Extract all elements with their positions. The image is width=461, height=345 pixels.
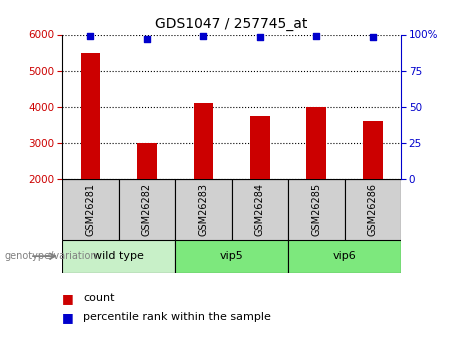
Bar [118,179,175,240]
Text: percentile rank within the sample: percentile rank within the sample [83,313,271,322]
Bar [231,179,288,240]
Text: GSM26283: GSM26283 [198,183,208,236]
Text: GSM26285: GSM26285 [311,183,321,236]
Bar [344,179,401,240]
Point [200,33,207,39]
Text: ■: ■ [62,292,78,305]
Text: vip6: vip6 [333,251,356,261]
Text: GSM26282: GSM26282 [142,183,152,236]
Point [369,34,377,40]
Bar [250,116,270,179]
Text: count: count [83,294,114,303]
Bar [81,52,100,179]
Text: wild type: wild type [93,251,144,261]
Text: GSM26286: GSM26286 [368,183,378,236]
Bar [288,179,344,240]
Bar [175,240,288,273]
Text: ■: ■ [62,311,78,324]
Bar [363,121,383,179]
Point [143,36,151,42]
Point [256,34,264,40]
Point [87,33,94,39]
Bar [194,104,213,179]
Bar [137,143,157,179]
Bar [62,240,175,273]
Text: GSM26281: GSM26281 [85,183,95,236]
Bar [62,179,118,240]
Text: vip5: vip5 [220,251,243,261]
Text: GSM26284: GSM26284 [255,183,265,236]
Title: GDS1047 / 257745_at: GDS1047 / 257745_at [155,17,308,31]
Bar [175,179,231,240]
Point [313,33,320,39]
Bar [307,107,326,179]
Bar [288,240,401,273]
Text: genotype/variation: genotype/variation [5,251,97,261]
